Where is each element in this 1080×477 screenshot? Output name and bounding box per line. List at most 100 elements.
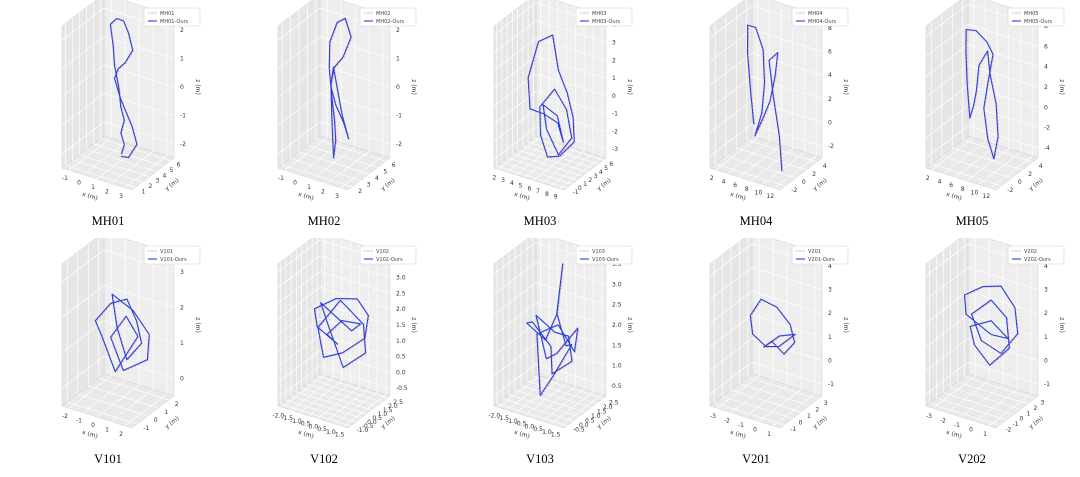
gridline-y xyxy=(100,0,171,162)
trajectory-ours xyxy=(109,17,138,158)
tick-label-x: 1 xyxy=(307,184,311,191)
gridline-x xyxy=(550,11,594,187)
caption-v103: V103 xyxy=(526,452,554,466)
tick-label-z: 4 xyxy=(1044,64,1048,71)
axis-label-z: z (m) xyxy=(194,317,201,333)
tick-label-y: -2 xyxy=(1006,426,1012,433)
tick-label-y: 0 xyxy=(1020,416,1024,423)
tick-label-y: 2.0 xyxy=(603,404,613,411)
tick-label-z: 0 xyxy=(828,120,832,127)
gridline-z xyxy=(277,286,391,320)
legend-label-groundtruth: V202 xyxy=(1024,249,1037,255)
tick-label-x: 1.5 xyxy=(551,432,561,439)
gridline-y xyxy=(725,14,796,179)
tick-label-z: 0 xyxy=(828,358,832,365)
gridline-y xyxy=(508,252,580,417)
tick-label-z: 1.5 xyxy=(612,342,622,349)
gridline-x xyxy=(758,247,802,422)
gridline-x xyxy=(96,5,140,180)
tick-label-z: 2.0 xyxy=(396,306,406,313)
gridline-x xyxy=(738,3,782,178)
tick-label-x: 3 xyxy=(335,193,339,200)
axis-label-y: y (m) xyxy=(596,177,613,192)
legend-box xyxy=(359,245,417,265)
tick-label-x: 12 xyxy=(766,193,774,200)
axis-label-x: x (m) xyxy=(729,191,746,202)
tick-label-z: 2.5 xyxy=(396,290,406,297)
tick-label-y: 0 xyxy=(802,179,806,186)
tick-label-y: 2.5 xyxy=(393,399,403,406)
gridline-z xyxy=(925,24,1039,57)
tick-label-x: 5 xyxy=(519,183,523,190)
tick-label-z: 2.5 xyxy=(612,302,622,309)
tick-label-y: -1 xyxy=(573,189,579,196)
gridline-x xyxy=(716,238,760,409)
tick-label-x: 0.0 xyxy=(309,423,319,430)
tick-label-y: -0.5 xyxy=(362,423,374,430)
gridline-x xyxy=(325,247,369,422)
tick-label-x: -2.0 xyxy=(489,412,501,419)
gridline-z xyxy=(277,302,391,336)
tick-label-y: -1 xyxy=(790,426,796,433)
tick-label-y: 4 xyxy=(823,163,827,170)
tick-label-y: 0.0 xyxy=(579,422,589,429)
legend-label-ours: MH04-Ours xyxy=(808,19,837,25)
gridline-y xyxy=(306,242,378,407)
gridline-y xyxy=(941,14,1012,179)
tick-label-x: 0 xyxy=(91,422,95,429)
gridline-y xyxy=(930,22,1002,187)
legend: V101 V101-Ours xyxy=(143,245,201,265)
panel-mh05: 2 4 6 8 10 12 -2 0 2 4 -4 -2 0 2 4 6 8 x (m) y (m) z (m) MH0… xyxy=(864,0,1080,238)
gridline-x xyxy=(326,9,370,184)
trajectory-groundtruth xyxy=(747,25,784,172)
tick-label-y: 3 xyxy=(367,181,371,188)
gridline-y xyxy=(98,238,169,401)
gridline-y xyxy=(311,238,383,403)
gridline-y xyxy=(72,18,143,183)
tick-label-x: -3 xyxy=(710,413,716,420)
gridline-x xyxy=(506,0,550,173)
axis-label-y: y (m) xyxy=(380,177,397,192)
axis-label-z: z (m) xyxy=(842,317,849,333)
tick-label-x: 8 xyxy=(545,191,549,198)
gridline-z xyxy=(493,55,607,89)
gridline-x xyxy=(943,0,986,174)
legend-box xyxy=(791,7,849,27)
gridline-x xyxy=(966,6,1010,182)
tick-label-z: 1.0 xyxy=(612,363,622,370)
tick-label-y: 2 xyxy=(588,177,592,184)
gridline-z xyxy=(493,126,607,160)
gridline-z xyxy=(277,255,391,288)
tick-label-z: 4 xyxy=(828,72,832,79)
gridline-z xyxy=(709,52,823,86)
gridline-y xyxy=(502,257,574,422)
gridline-x xyxy=(340,13,384,189)
gridline-z xyxy=(709,361,823,395)
gridline-y xyxy=(517,8,588,173)
tick-label-y: 1.5 xyxy=(597,408,607,415)
gridline-y xyxy=(951,6,1023,171)
gridline-z xyxy=(925,125,1039,159)
gridline-x xyxy=(515,238,559,414)
tick-label-x: -2 xyxy=(724,418,730,425)
gridline-z xyxy=(709,290,823,324)
tick-label-z: 1.0 xyxy=(396,338,406,345)
tick-label-x: 1 xyxy=(767,431,771,438)
gridline-x xyxy=(343,252,386,427)
panel-mh02: -1 0 1 2 3 2 3 4 5 6 -2 -1 0 1 2 x (m) y (m) z (m) MH02 MH0… xyxy=(216,0,432,238)
gridline-y xyxy=(93,2,164,167)
gridline-y xyxy=(290,16,361,181)
tick-label-z: 0 xyxy=(180,375,184,382)
tick-label-z: 0 xyxy=(396,84,400,91)
tick-label-x: 0.0 xyxy=(525,423,535,430)
legend-box xyxy=(575,245,633,265)
gridline-y xyxy=(512,12,583,177)
caption-v101: V101 xyxy=(94,452,122,466)
panel-v102: -2.0 -1.5 -1.0 -0.5 0.0 0.5 1.0 1.5 -1.0 -0.5 0.0 0… xyxy=(216,238,432,476)
gridline-y xyxy=(929,261,1000,426)
axis-label-x: x (m) xyxy=(513,429,530,440)
legend-label-groundtruth: MH05 xyxy=(1024,11,1038,17)
panel-v201: -3 -2 -1 0 1 -1 0 1 2 3 -1 0 1 2 3 4 x (m) y (m) z (m) V201… xyxy=(648,238,864,476)
tick-label-z: 3 xyxy=(828,287,832,294)
